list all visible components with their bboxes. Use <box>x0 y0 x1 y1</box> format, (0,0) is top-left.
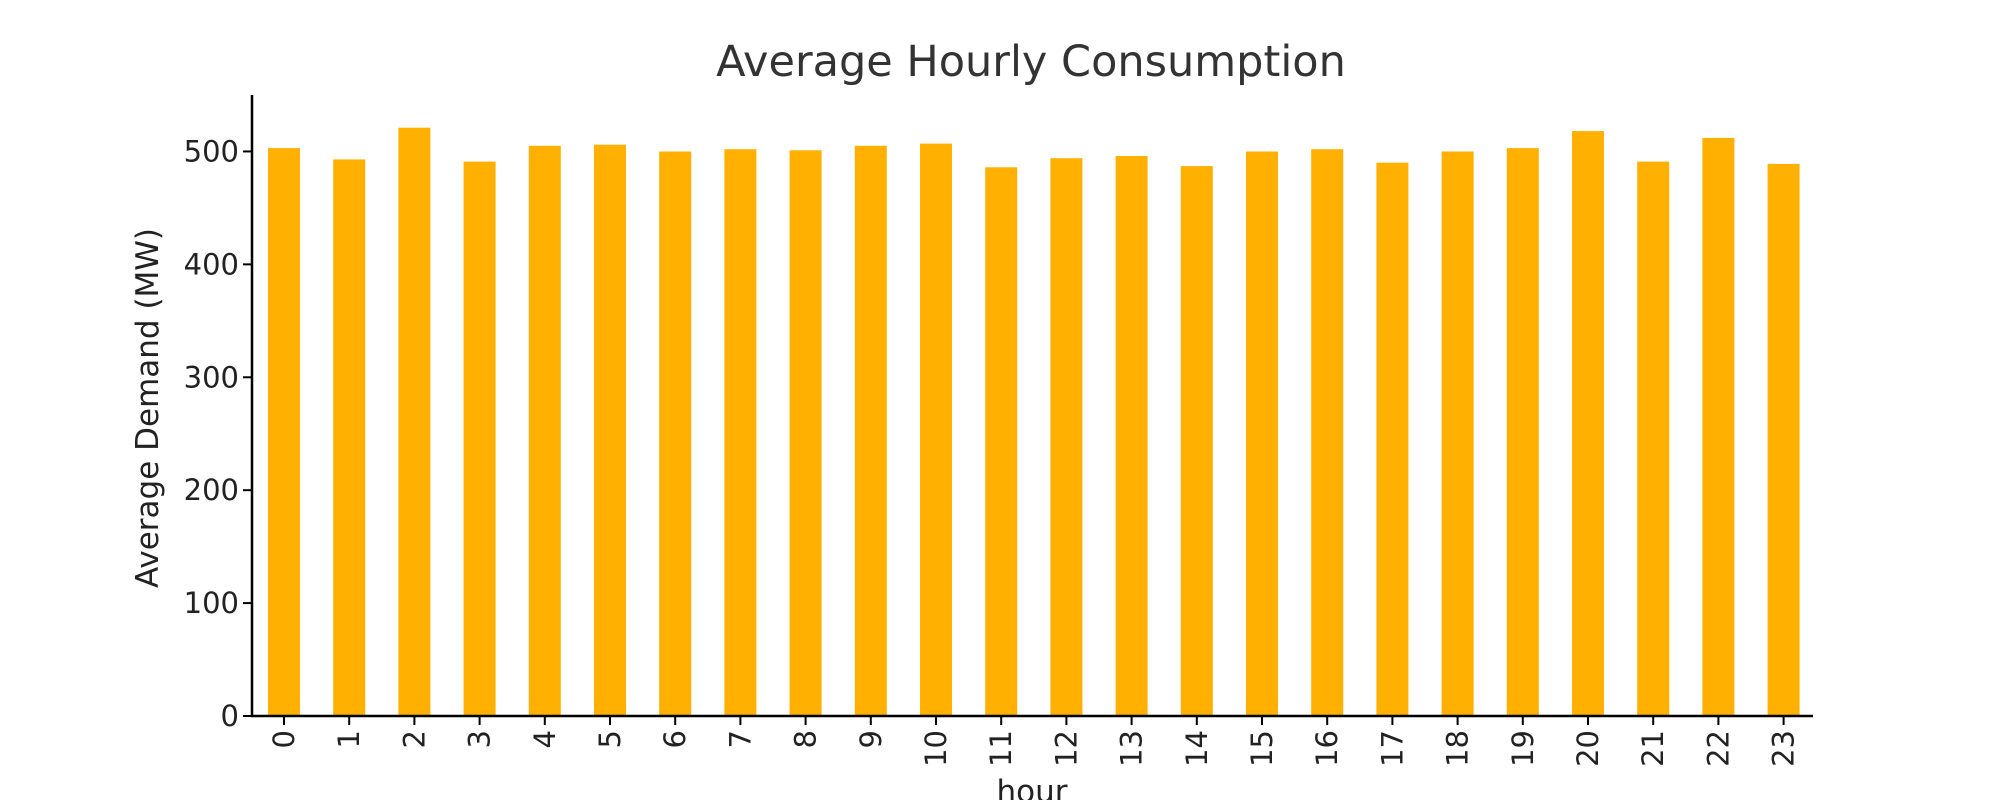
x-tick-label: 15 <box>1245 730 1279 767</box>
bar-5 <box>594 144 626 716</box>
x-tick-label: 23 <box>1767 730 1801 767</box>
x-axis: 0 1 2 3 4 5 6 7 8 9 10 11 12 13 14 15 16 17 18 19 20 21 22 23 <box>267 716 1801 767</box>
bar-22 <box>1702 137 1735 716</box>
bars-group <box>268 127 1800 717</box>
bar-20 <box>1572 131 1604 717</box>
y-axis: 0 100 200 300 400 500 <box>184 134 252 733</box>
bar-21 <box>1637 161 1670 717</box>
x-tick-label: 11 <box>984 730 1018 767</box>
bar-6 <box>659 151 692 716</box>
bar-19 <box>1506 148 1539 717</box>
x-tick-label: 7 <box>723 730 757 748</box>
y-tick-label: 100 <box>184 586 239 620</box>
bar-14 <box>1180 166 1213 717</box>
y-tick-label: 300 <box>184 360 239 394</box>
x-tick-label: 5 <box>593 730 627 748</box>
x-tick-label: 14 <box>1180 730 1214 767</box>
bar-10 <box>920 143 952 717</box>
bar-11 <box>985 167 1018 717</box>
x-tick-label: 6 <box>658 730 692 748</box>
x-tick-label: 0 <box>267 730 301 748</box>
y-tick-label: 0 <box>221 699 239 733</box>
bar-3 <box>463 161 496 717</box>
bar-13 <box>1115 156 1148 716</box>
x-tick-label: 17 <box>1375 730 1409 767</box>
bar-23 <box>1767 163 1800 716</box>
bar-8 <box>789 150 822 717</box>
y-tick-label: 400 <box>184 247 239 281</box>
bar-4 <box>528 145 561 717</box>
x-tick-label: 19 <box>1506 730 1540 767</box>
y-tick-label: 200 <box>184 473 239 507</box>
x-tick-label: 22 <box>1701 730 1735 767</box>
x-tick-label: 3 <box>463 730 497 748</box>
bar-18 <box>1441 151 1474 716</box>
x-tick-label: 8 <box>789 730 823 748</box>
x-tick-label: 13 <box>1115 730 1149 767</box>
bar-16 <box>1311 149 1344 716</box>
x-tick-label: 10 <box>919 730 953 767</box>
x-tick-label: 16 <box>1310 730 1344 767</box>
bar-0 <box>268 148 300 717</box>
y-axis-label: Average Demand (MW) <box>130 228 166 588</box>
y-tick-label: 500 <box>184 134 239 168</box>
x-axis-label: hour <box>996 774 1067 800</box>
x-tick-label: 21 <box>1636 730 1670 767</box>
x-tick-label: 4 <box>528 730 562 748</box>
bar-7 <box>724 149 757 716</box>
x-tick-label: 2 <box>397 730 431 748</box>
bar-15 <box>1246 151 1278 716</box>
x-tick-label: 1 <box>332 730 366 748</box>
bar-9 <box>854 145 887 717</box>
bar-12 <box>1050 158 1083 716</box>
x-tick-label: 18 <box>1441 730 1475 767</box>
x-tick-label: 9 <box>854 730 888 748</box>
bar-1 <box>333 159 366 716</box>
bar-17 <box>1376 162 1409 716</box>
chart-title: Average Hourly Consumption <box>716 37 1346 87</box>
x-tick-label: 20 <box>1571 730 1605 767</box>
bar-2 <box>398 127 431 716</box>
x-tick-label: 12 <box>1049 730 1083 767</box>
